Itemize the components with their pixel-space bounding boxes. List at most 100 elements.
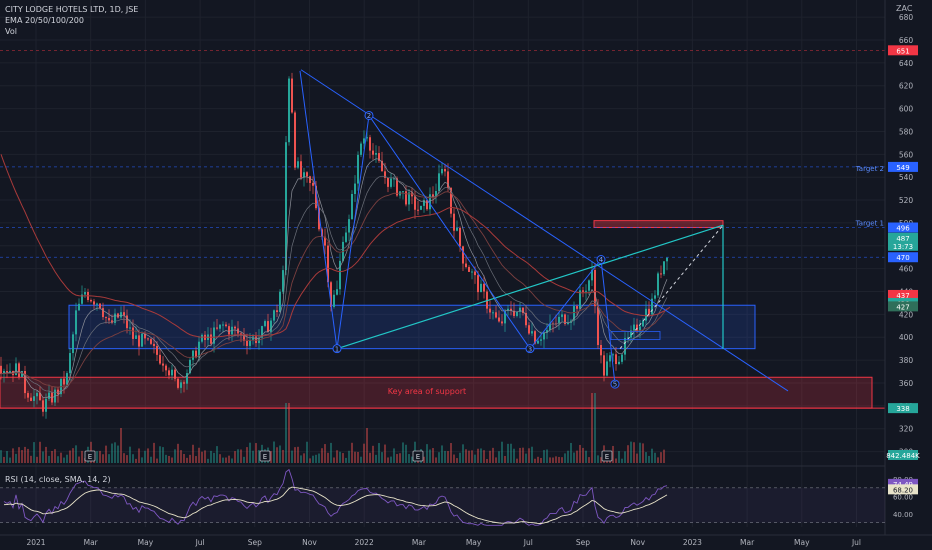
volume-bar xyxy=(237,449,239,463)
volume-bar xyxy=(360,456,362,463)
candle-body xyxy=(414,196,416,210)
volume-bar xyxy=(198,447,200,463)
candle-body xyxy=(294,112,296,168)
volume-bar xyxy=(393,448,395,463)
candle-body xyxy=(462,246,464,264)
candle-body xyxy=(225,324,227,327)
price-badge-label: 549 xyxy=(896,164,909,172)
candle-body xyxy=(246,340,248,346)
volume-bar xyxy=(456,458,458,463)
candle-body xyxy=(558,316,560,324)
candle-body xyxy=(573,306,575,321)
candle-body xyxy=(351,193,353,220)
candle-body xyxy=(357,154,359,184)
volume-bar xyxy=(303,453,305,463)
volume-bar xyxy=(381,452,383,463)
volume-bar xyxy=(486,458,488,463)
candle-body xyxy=(336,289,338,295)
volume-bar xyxy=(108,454,110,463)
candle-body xyxy=(108,318,110,321)
target-2-label: Target 2 xyxy=(855,165,884,173)
candle-body xyxy=(81,294,83,304)
legend-symbol[interactable]: CITY LODGE HOTELS LTD, 1D, JSE xyxy=(5,5,139,14)
candle-body xyxy=(438,173,440,192)
candle-body xyxy=(102,308,104,318)
resistance-box xyxy=(593,220,724,228)
time-tick-label: Mar xyxy=(84,538,99,547)
candle-body xyxy=(534,331,536,344)
price-badge xyxy=(888,161,918,172)
candle-body xyxy=(546,330,548,333)
volume-bar xyxy=(30,455,32,463)
volume-bar xyxy=(276,447,278,463)
time-tick-label: May xyxy=(794,538,810,547)
volume-bar xyxy=(309,458,311,463)
rsi-title: RSI (14, close, SMA, 14, 2) xyxy=(5,475,111,484)
volume-bar xyxy=(75,445,77,463)
candle-body xyxy=(618,361,620,365)
candle-body xyxy=(285,142,287,271)
candle-body xyxy=(150,339,152,344)
earnings-marker xyxy=(84,450,96,462)
candle-body xyxy=(621,354,623,362)
wave-marker xyxy=(610,379,620,389)
candle-body xyxy=(450,187,452,214)
candle-body xyxy=(423,200,425,206)
volume-bar xyxy=(258,450,260,463)
price-tick-label: 320 xyxy=(899,425,914,434)
candle-body xyxy=(612,354,614,356)
volume-bar xyxy=(54,449,56,463)
rsi-legend[interactable]: RSI (14, close, SMA, 14, 2) xyxy=(5,467,111,486)
candle-body xyxy=(453,213,455,231)
wave-marker xyxy=(596,255,606,265)
candle-body xyxy=(522,307,524,313)
candle-body xyxy=(45,398,47,412)
candle-body xyxy=(84,292,86,295)
candle-body xyxy=(387,177,389,187)
candle-body xyxy=(186,373,188,384)
time-tick-label: May xyxy=(138,538,154,547)
volume-bar xyxy=(348,450,350,463)
volume-bar xyxy=(399,453,401,463)
volume-bar xyxy=(357,451,359,463)
volume-bar xyxy=(183,453,185,463)
legend-volume[interactable]: Vol xyxy=(5,27,17,36)
candle-body xyxy=(540,339,542,341)
rsi-sma-line xyxy=(3,486,668,524)
candle-body xyxy=(6,371,8,373)
volume-bar xyxy=(216,446,218,463)
candle-body xyxy=(30,397,32,401)
volume-bar xyxy=(465,449,467,463)
volume-bar xyxy=(471,450,473,463)
rsi-badge xyxy=(888,478,918,489)
legend-ema[interactable]: EMA 20/50/100/200 xyxy=(5,16,84,25)
volume-bar xyxy=(114,442,116,463)
volume-bar xyxy=(375,454,377,463)
candle-body xyxy=(420,205,422,210)
candle-body xyxy=(426,200,428,210)
volume-bar xyxy=(315,454,317,463)
volume-bar xyxy=(483,450,485,463)
time-tick-label: Mar xyxy=(412,538,427,547)
candle-body xyxy=(111,320,113,323)
volume-bar xyxy=(207,458,209,463)
price-tick-label: 360 xyxy=(899,379,914,388)
volume-bar xyxy=(573,452,575,463)
candle-body xyxy=(549,323,551,331)
candle-body xyxy=(180,382,182,388)
volume-bar xyxy=(126,455,128,463)
volume-bar xyxy=(6,451,8,463)
volume-bar xyxy=(342,453,344,463)
candle-body xyxy=(393,178,395,180)
candle-body xyxy=(126,315,128,329)
candle-body xyxy=(636,324,638,331)
volume-bar xyxy=(9,457,11,463)
volume-bar xyxy=(210,450,212,463)
candle-body xyxy=(339,260,341,290)
candle-body xyxy=(324,236,326,246)
volume-bar xyxy=(60,452,62,463)
candle-body xyxy=(474,271,476,276)
price-tick-label: 660 xyxy=(899,36,914,45)
